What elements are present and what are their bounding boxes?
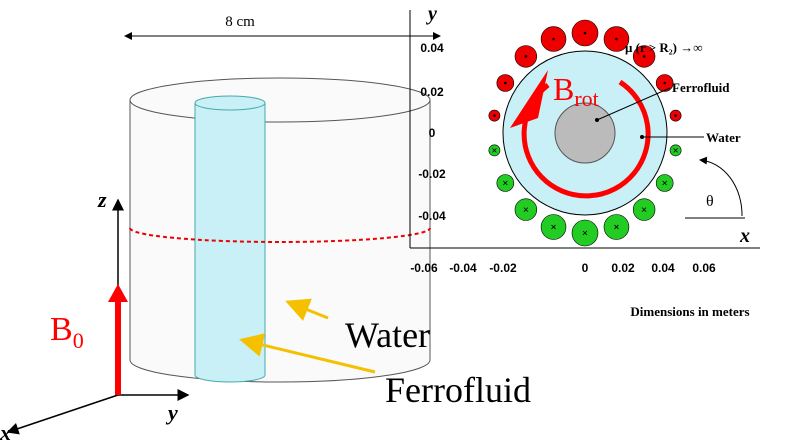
plot-axis-y: y — [426, 3, 437, 25]
leader-dot — [595, 118, 599, 122]
y-tick-label: -0.02 — [418, 167, 446, 181]
leader-dot — [640, 135, 644, 139]
coil-dot — [615, 38, 618, 41]
x-tick-label: -0.04 — [449, 261, 477, 275]
x-tick-label: 0 — [582, 261, 589, 275]
coil-dot — [584, 32, 587, 35]
ferrofluid-label: Ferrofluid — [385, 370, 531, 410]
y-tick-label: 0.02 — [420, 85, 444, 99]
x-tick-label: -0.02 — [489, 261, 517, 275]
axis-z: z — [97, 187, 107, 212]
rot-symbol: B — [553, 71, 574, 107]
coil-dot — [674, 114, 677, 117]
rot-subscript: rot — [574, 86, 598, 111]
x-tick-label: 0.04 — [651, 261, 675, 275]
angle-label: θ — [706, 193, 714, 210]
y-tick-label: 0 — [429, 126, 436, 140]
coil-dot — [493, 114, 496, 117]
x-tick-label: 0.06 — [692, 261, 716, 275]
water-note: Water — [706, 130, 741, 145]
axis-x: x — [0, 420, 11, 440]
water-label: Water — [345, 315, 430, 355]
plot-axis-x: x — [739, 225, 750, 247]
field-label: B0 — [50, 311, 84, 353]
ferrofluid-note: Ferrofluid — [672, 80, 730, 95]
axis-y: y — [165, 400, 178, 425]
coil-dot — [643, 55, 646, 58]
x-tick-label: 0.02 — [611, 261, 635, 275]
coil-dot — [525, 55, 528, 58]
y-tick-label: 0.04 — [420, 41, 444, 55]
coil-dot — [552, 38, 555, 41]
field-symbol: B — [50, 311, 73, 348]
permeability-label: μ (r > R₂) →∞ — [625, 40, 703, 55]
coil-dot — [504, 82, 507, 85]
diagram: 8 cm z y x B0 Water Ferrofluid y Brot μ … — [0, 0, 791, 440]
y-tick-label: -0.04 — [418, 209, 446, 223]
ferrofluid-region — [555, 103, 615, 163]
x-tick-label: -0.06 — [410, 261, 438, 275]
width-label: 8 cm — [225, 14, 255, 30]
coil-dot — [663, 82, 666, 85]
dimensions-note: Dimensions in meters — [630, 304, 749, 319]
field-subscript: 0 — [73, 328, 84, 353]
field-arrowhead — [108, 284, 128, 302]
